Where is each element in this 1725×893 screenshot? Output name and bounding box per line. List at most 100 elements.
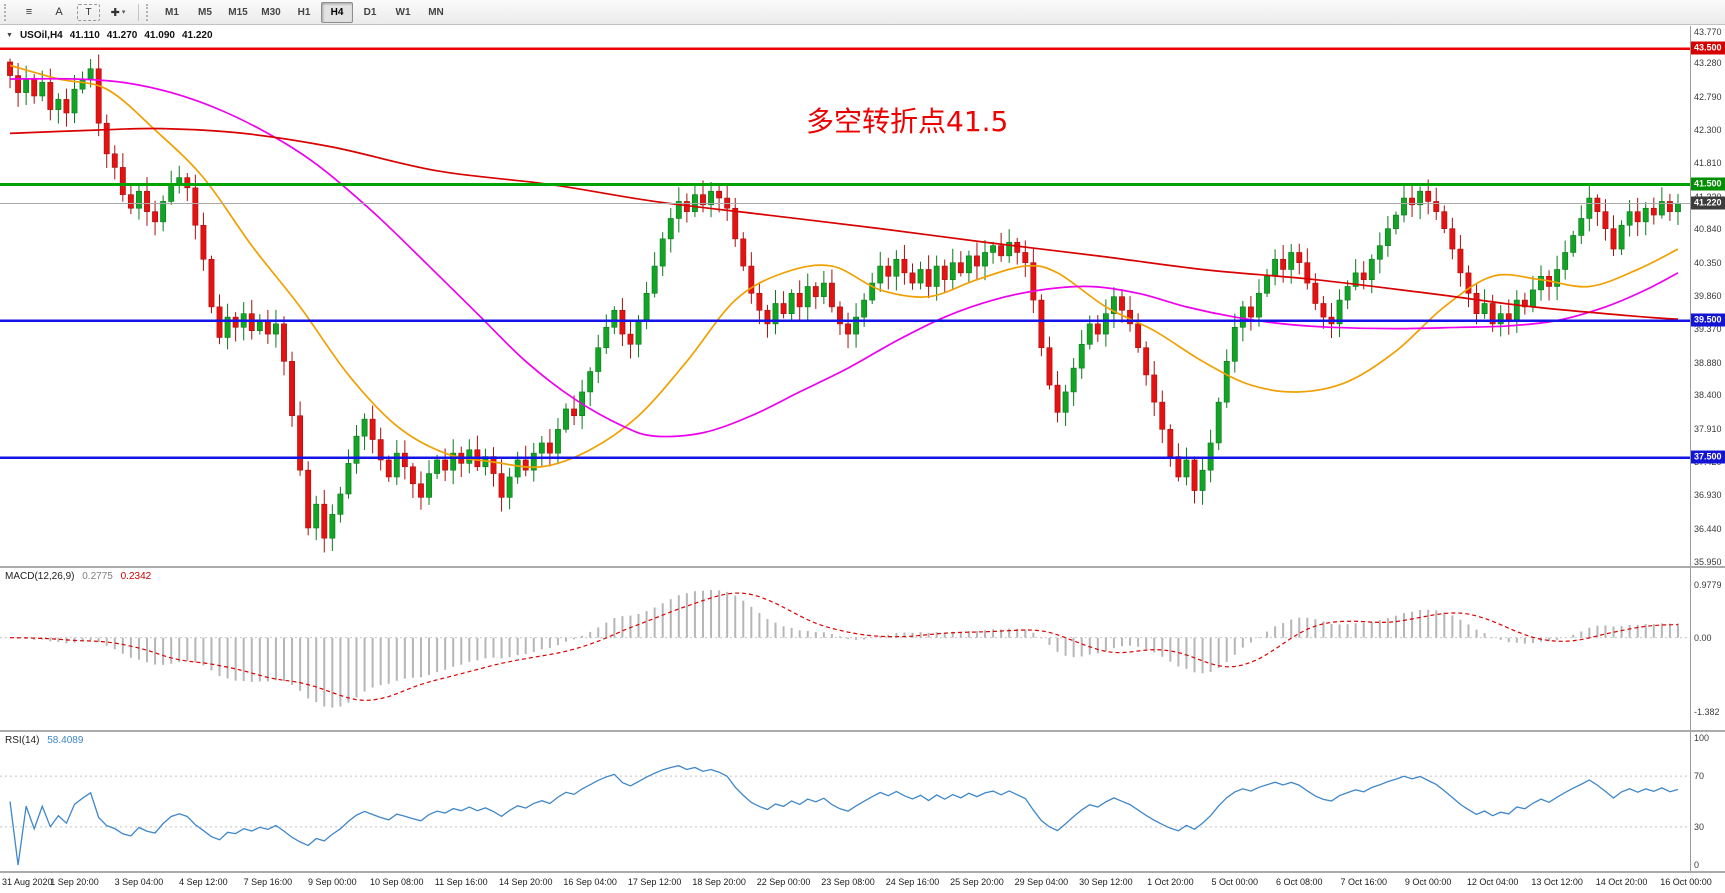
panel-separator[interactable] (0, 871, 1725, 873)
time-axis-label: 17 Sep 12:00 (627, 877, 682, 887)
macd-value: 0.2775 (82, 571, 113, 582)
price-axis-label: 38.400 (1694, 390, 1722, 401)
time-axis-label: 7 Sep 16:00 (243, 877, 293, 887)
timeframe-button-M30[interactable]: M30 (261, 6, 281, 18)
text-tool-icon[interactable]: T (77, 3, 100, 21)
symbol-timeframe-label: USOil,H4 (19, 30, 63, 41)
time-axis-label: 22 Sep 00:00 (756, 877, 811, 887)
chevron-down-icon: ▾ (121, 9, 126, 16)
macd-signal-value: 0.2342 (120, 571, 152, 582)
price-axis-label: 41.810 (1694, 158, 1722, 169)
time-axis-label: 13 Oct 12:00 (1531, 877, 1583, 887)
time-axis-label: 24 Sep 16:00 (885, 877, 940, 887)
price-axis-label: 42.790 (1694, 91, 1722, 102)
rsi-line (9, 765, 1679, 866)
arrow-tool-icon[interactable]: A (55, 6, 63, 18)
time-axis-label: 6 Oct 08:00 (1275, 877, 1323, 887)
timeframe-button-H4[interactable]: H4 (321, 1, 353, 23)
price-level-badge: 43.500 (1691, 41, 1725, 55)
candlestick-series (7, 54, 1681, 553)
price-axis-label: 35.950 (1694, 557, 1722, 567)
panel-separator[interactable] (0, 566, 1725, 568)
rsi-axis-label: 100 (1694, 733, 1710, 743)
price-axis-label: 41.320 (1694, 192, 1722, 202)
macd-panel: MACD(12,26,9) 0.2775 0.2342 (0, 568, 1690, 730)
price-axis-label: 42.300 (1694, 125, 1722, 135)
rsi-value: 58.4089 (47, 735, 84, 746)
macd-axis-label: 0.00 (1694, 632, 1712, 643)
timeframe-button-M5[interactable]: M5 (198, 6, 212, 18)
time-axis-label: 7 Oct 16:00 (1340, 877, 1387, 887)
macd-name: MACD(12,26,9) (5, 571, 75, 582)
macd-axis-label: 0.9779 (1694, 579, 1722, 590)
chart-dropdown-arrow-icon[interactable]: ▼ (6, 32, 13, 39)
price-axis-label: 40.350 (1694, 257, 1722, 268)
time-axis-label: 4 Sep 12:00 (179, 877, 228, 887)
price-level-badge: 37.500 (1691, 450, 1725, 464)
ma-fast-orange (9, 64, 1679, 469)
price-axis-label: 39.860 (1694, 291, 1722, 301)
panel-separator[interactable] (0, 730, 1725, 732)
chart-list-icon[interactable]: ≡ (25, 6, 33, 18)
rsi-axis-label: 70 (1694, 771, 1705, 782)
timeframe-button-M15[interactable]: M15 (228, 6, 248, 18)
rsi-scale[interactable]: 100 70 30 0 (1690, 732, 1725, 871)
timeframe-button-H1[interactable]: H1 (297, 6, 311, 18)
price-axis-label: 36.930 (1694, 490, 1722, 501)
time-axis-label: 1 Sep 20:00 (50, 877, 99, 887)
time-axis-label: 29 Sep 04:00 (1014, 877, 1069, 887)
chart-annotation-text: 多空转折点41.5 (806, 105, 1009, 138)
toolbar-grip[interactable] (4, 3, 10, 21)
time-axis-label: 10 Sep 08:00 (370, 877, 424, 887)
rsi-panel: RSI(14) 58.4089 (0, 732, 1690, 871)
price-axis-label: 38.880 (1694, 357, 1722, 368)
price-axis-label: 43.770 (1694, 27, 1722, 37)
crosshair-tool-button[interactable]: ✚ ▾ (103, 2, 133, 23)
time-axis-label: 9 Oct 00:00 (1404, 877, 1452, 887)
time-axis-label: 30 Sep 12:00 (1079, 877, 1133, 887)
macd-signal-line (10, 592, 1678, 702)
toolbar: ≡ A T ✚ ▾ M1 M5 M15 M30 H1 H4 D1 W1 MN (0, 0, 1725, 25)
macd-histogram (17, 590, 1679, 708)
price-level-badge: 41.220 (1691, 196, 1725, 210)
time-axis-label: 31 Aug 2020 (2, 877, 53, 887)
time-axis-label: 9 Sep 00:00 (308, 877, 357, 887)
rsi-axis-label: 0 (1694, 860, 1700, 870)
price-axis-label: 36.440 (1694, 523, 1722, 534)
main-chart-canvas[interactable] (0, 26, 1690, 566)
time-axis-label: 14 Oct 20:00 (1595, 877, 1648, 887)
time-axis-label: 16 Sep 04:00 (563, 877, 617, 887)
price-axis-label: 37.910 (1694, 423, 1722, 434)
timeframe-toolbar: M1 M5 M15 M30 H1 H4 D1 W1 MN (156, 1, 452, 23)
timeframe-button-D1[interactable]: D1 (363, 6, 377, 18)
low-value: 41.090 (144, 30, 175, 41)
rsi-name: RSI(14) (5, 735, 40, 746)
time-scale[interactable]: 31 Aug 2020 1 Sep 20:00 3 Sep 04:00 4 Sep 1… (0, 873, 1725, 893)
macd-canvas[interactable] (0, 568, 1690, 730)
price-axis-label: 40.840 (1694, 224, 1722, 235)
time-axis-label: 14 Sep 20:00 (498, 877, 553, 887)
toolbar-grip[interactable] (146, 3, 152, 21)
high-value: 41.270 (106, 30, 138, 41)
chart-header: ▼ USOil,H4 41.110 41.270 41.090 41.220 (6, 30, 213, 41)
ma-medium-magenta (10, 77, 1679, 438)
price-level-badge: 41.500 (1691, 177, 1725, 191)
rsi-canvas[interactable] (0, 732, 1690, 871)
time-axis-label: 25 Sep 20:00 (950, 877, 1004, 887)
timeframe-button-MN[interactable]: MN (428, 6, 444, 18)
time-axis-label: 3 Sep 04:00 (114, 877, 164, 887)
price-axis-label: 43.280 (1694, 58, 1722, 69)
time-axis-label: 11 Sep 16:00 (434, 877, 488, 887)
price-level-badge: 39.500 (1691, 313, 1725, 327)
close-value: 41.220 (181, 30, 213, 41)
timeframe-button-W1[interactable]: W1 (395, 6, 411, 18)
open-value: 41.110 (69, 30, 100, 41)
toolbar-separator (138, 3, 139, 21)
timeframe-button-M1[interactable]: M1 (165, 6, 179, 18)
ma-slow-red (9, 127, 1679, 320)
rsi-axis-label: 30 (1694, 821, 1705, 832)
macd-scale[interactable]: 0.9779 0.00 -1.382 (1690, 568, 1725, 730)
main-chart-panel: ▼ USOil,H4 41.110 41.270 41.090 41.220 多… (0, 26, 1690, 566)
price-scale[interactable]: 43.770 43.280 42.790 42.300 41.810 41.320 40.8… (1690, 26, 1725, 567)
